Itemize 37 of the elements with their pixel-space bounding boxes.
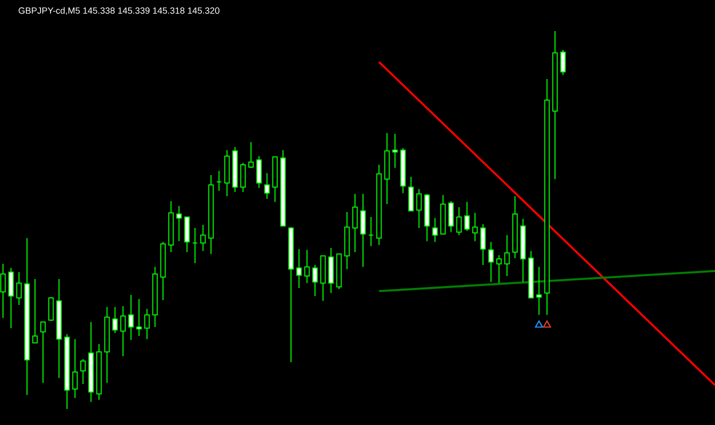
candlestick [504, 234, 510, 276]
candlestick [240, 162, 246, 193]
candlestick [304, 249, 310, 284]
candlestick [128, 294, 134, 340]
candlestick [248, 142, 254, 168]
candlestick [408, 176, 414, 212]
candlestick [560, 49, 566, 76]
candlestick [264, 172, 270, 200]
candlestick [312, 264, 318, 296]
candlestick [448, 200, 454, 233]
chart-title: GBPJPY-cd,M5 145.338 145.339 145.318 145.320 [18, 7, 220, 15]
candlestick [40, 322, 46, 384]
candlestick [144, 308, 150, 340]
candlestick [112, 306, 118, 334]
candlestick [8, 268, 14, 329]
candlestick [392, 133, 398, 168]
candlestick [432, 218, 438, 242]
candlestick [120, 306, 126, 357]
candlestick [352, 193, 358, 253]
candlestick [16, 272, 22, 306]
candlestick [464, 201, 470, 232]
candlestick [456, 206, 462, 236]
candlestick [296, 248, 302, 289]
candlestick [80, 358, 86, 385]
candlestick [136, 298, 142, 337]
candlestick [200, 224, 206, 252]
candlestick [488, 241, 494, 282]
candlestick [416, 188, 422, 228]
candlestick [176, 206, 182, 242]
candlestick [496, 254, 502, 284]
candlestick [472, 212, 478, 242]
candlestick [32, 278, 38, 344]
candlestick [72, 338, 78, 399]
candlestick [256, 156, 262, 188]
candlestick [48, 296, 54, 322]
candlestick [360, 193, 366, 268]
candlestick [480, 224, 486, 266]
